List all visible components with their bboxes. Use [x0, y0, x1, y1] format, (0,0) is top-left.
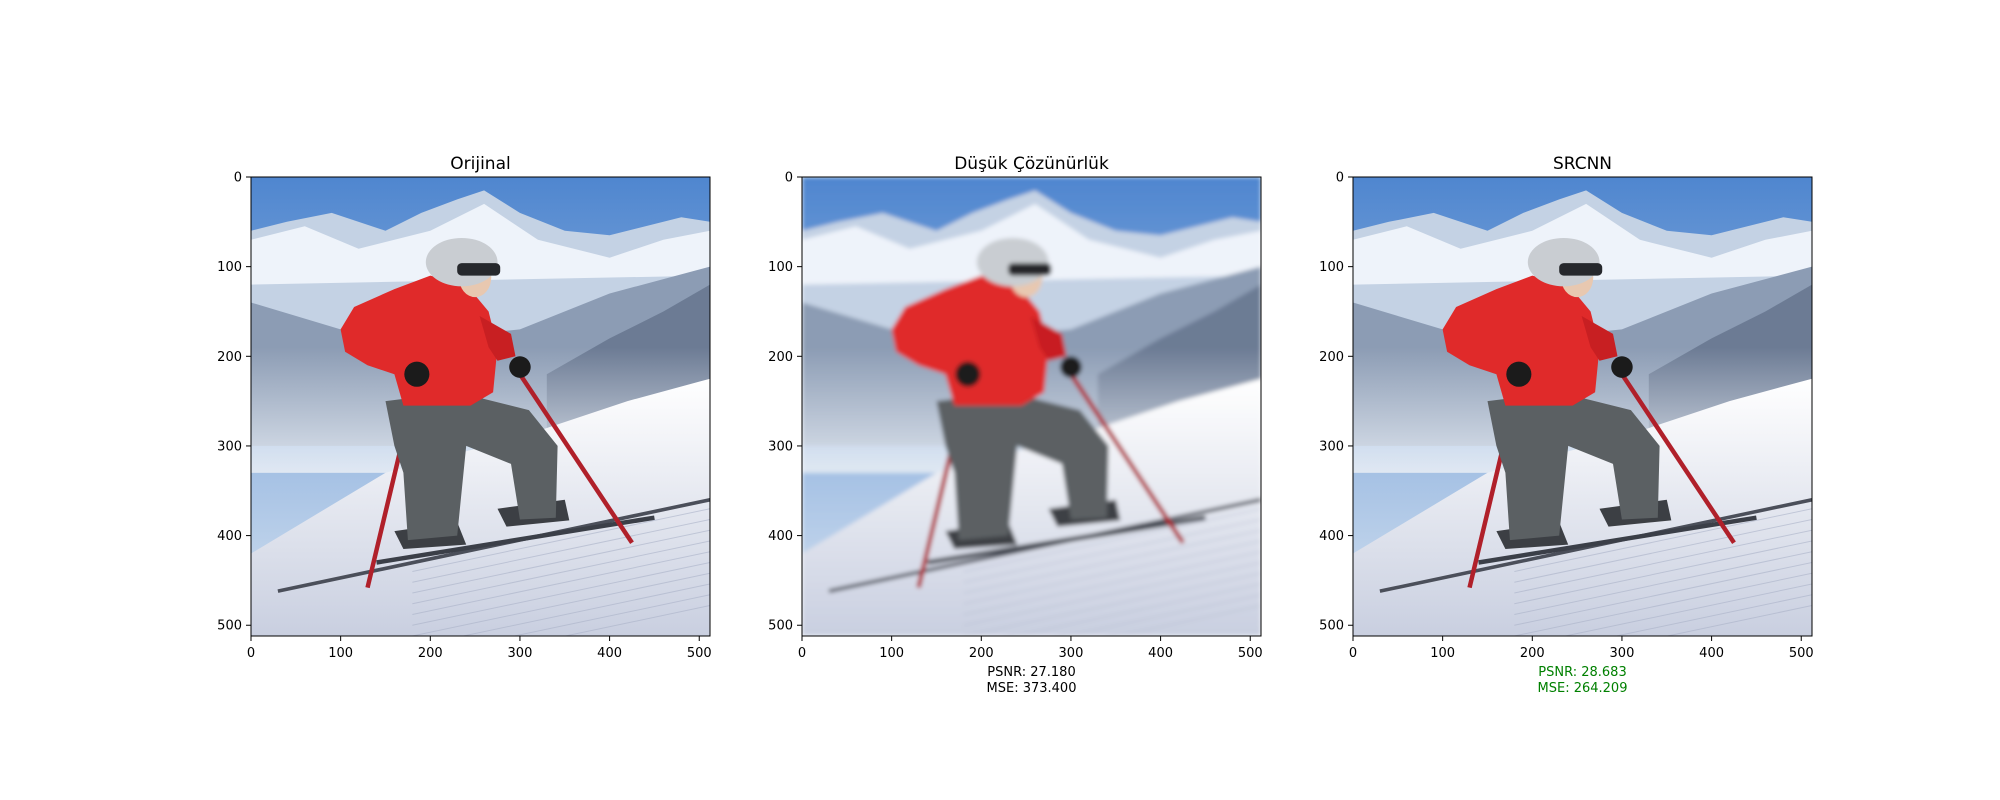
mse-label: MSE: 373.400 — [987, 681, 1077, 696]
axes-frame — [250, 176, 711, 637]
x-tick-label: 400 — [1148, 646, 1173, 661]
y-tick-label: 400 — [1319, 529, 1344, 544]
x-tick-label: 500 — [687, 646, 712, 661]
x-tick-label: 500 — [1238, 646, 1263, 661]
x-tick-label: 200 — [418, 646, 443, 661]
y-tick-label: 300 — [1319, 439, 1344, 454]
y-tick-label: 500 — [1319, 619, 1344, 634]
panel-title: SRCNN — [1553, 154, 1612, 174]
x-tick-label: 400 — [1699, 646, 1724, 661]
panel-2: Düşük Çözünürlük 0 100 200 300 400 500 0 100 200 3… — [768, 154, 1262, 696]
ski-photo — [1353, 177, 1812, 636]
y-tick-label: 200 — [768, 350, 793, 365]
y-tick-label: 0 — [234, 171, 242, 186]
y-tick-label: 200 — [1319, 350, 1344, 365]
y-tick-label: 500 — [217, 619, 242, 634]
y-tick-label: 100 — [1319, 260, 1344, 275]
ski-photo — [251, 177, 710, 636]
panel-title: Orijinal — [450, 154, 510, 174]
panel-title: Düşük Çözünürlük — [954, 154, 1109, 174]
y-tick-label: 0 — [1336, 171, 1344, 186]
x-tick-label: 300 — [1610, 646, 1635, 661]
x-tick-label: 500 — [1789, 646, 1814, 661]
panel-3: SRCNN 0 100 200 300 400 500 0 100 200 300 400 500 PSN… — [1319, 154, 1813, 696]
y-tick-label: 100 — [768, 260, 793, 275]
x-tick-label: 0 — [1349, 646, 1357, 661]
y-tick-label: 100 — [217, 260, 242, 275]
axes-frame — [801, 176, 1262, 637]
panel-1: Orijinal 0 100 200 300 400 500 0 100 200 300 400 500 — [217, 154, 712, 661]
y-tick-label: 400 — [768, 529, 793, 544]
y-tick-label: 0 — [785, 171, 793, 186]
x-tick-label: 0 — [798, 646, 806, 661]
x-tick-label: 100 — [1430, 646, 1455, 661]
psnr-label: PSNR: 28.683 — [1538, 665, 1626, 680]
x-tick-label: 100 — [328, 646, 353, 661]
y-tick-label: 300 — [768, 439, 793, 454]
psnr-label: PSNR: 27.180 — [987, 665, 1075, 680]
y-tick-label: 500 — [768, 619, 793, 634]
mse-label: MSE: 264.209 — [1538, 681, 1628, 696]
x-tick-label: 200 — [969, 646, 994, 661]
y-tick-label: 300 — [217, 439, 242, 454]
x-tick-label: 300 — [508, 646, 533, 661]
y-tick-label: 400 — [217, 529, 242, 544]
x-tick-label: 400 — [597, 646, 622, 661]
y-tick-label: 200 — [217, 350, 242, 365]
x-tick-label: 0 — [247, 646, 255, 661]
ski-photo — [802, 177, 1261, 636]
x-tick-label: 100 — [879, 646, 904, 661]
axes-frame — [1352, 176, 1813, 637]
x-tick-label: 200 — [1520, 646, 1545, 661]
x-tick-label: 300 — [1059, 646, 1084, 661]
